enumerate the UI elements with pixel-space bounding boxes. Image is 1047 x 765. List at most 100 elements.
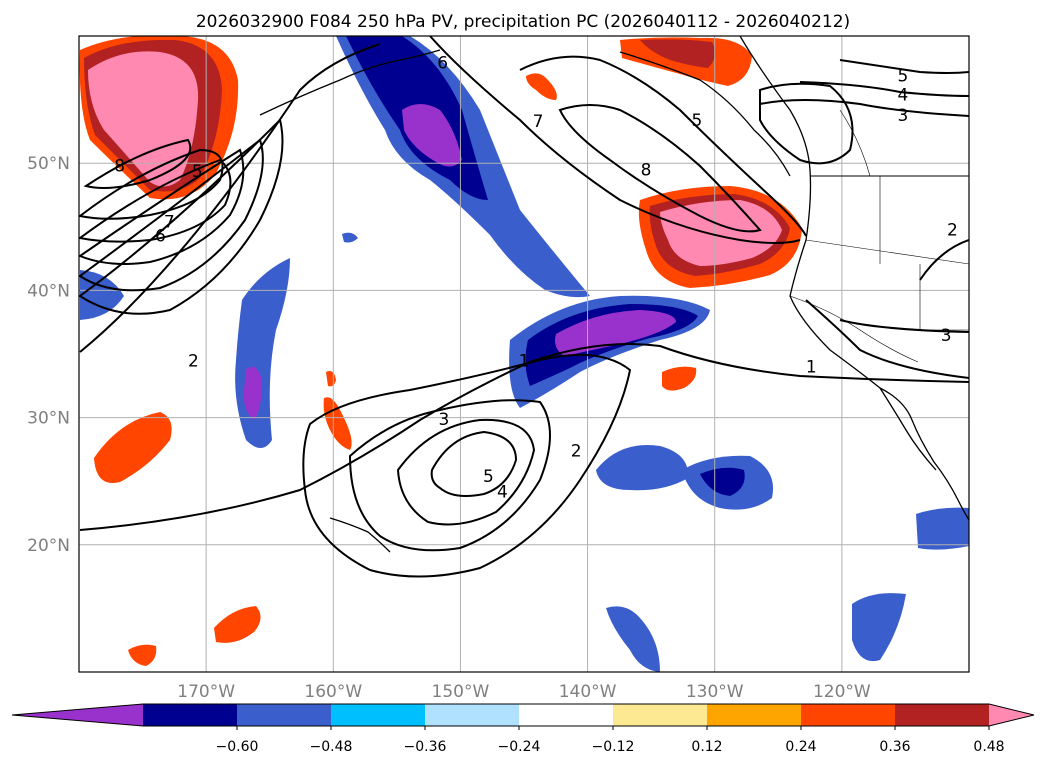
anomaly-west-band-core (243, 366, 262, 420)
anomaly-subtropic-3 (916, 507, 969, 550)
contour-label: 7 (533, 112, 544, 132)
anomaly-tiny (342, 232, 358, 243)
contour-label: 2 (947, 220, 958, 240)
contour-label: 1 (806, 358, 817, 378)
pv-contour-3-south (348, 399, 551, 552)
anomaly-west-band (235, 258, 290, 448)
contour-label: 5 (192, 162, 203, 182)
contour-label: 6 (437, 54, 448, 74)
gridlines (79, 36, 969, 672)
pv-contour-2-south (302, 353, 632, 578)
colorbar-tick-label: 0.48 (973, 739, 1004, 755)
anomaly-small-5 (662, 366, 697, 391)
colorbar-segment (519, 704, 614, 726)
anomaly-subtropic-1 (596, 445, 689, 491)
pv-contour-ne-loop (759, 82, 854, 165)
pv-contour-5-west (79, 148, 245, 265)
pv-contour-3-north (759, 99, 969, 117)
state-border-4 (919, 264, 969, 331)
colorbar-segment (801, 704, 896, 726)
pv-contour-8-west (83, 138, 192, 189)
colorbar: −0.60 −0.48 −0.36 −0.24 −0.12 0.12 0.24 0.36 0.4… (11, 703, 1035, 755)
state-border-1 (805, 239, 969, 265)
lat-tick-label: 40°N (27, 281, 70, 301)
lon-tick-label: 170°W (177, 682, 235, 702)
contour-label: 4 (897, 86, 908, 106)
map-frame (78, 35, 970, 673)
lon-tick-label: 120°W (813, 682, 871, 702)
pv-contour-5-south (430, 430, 518, 497)
pv-contour-4-north (799, 81, 969, 97)
colorbar-extend-max (989, 704, 1034, 726)
lon-tick-label: 130°W (686, 682, 744, 702)
contour-label: 7 (164, 213, 175, 233)
pv-contour-7-west (79, 148, 224, 220)
anomaly-subtropic-4 (852, 593, 906, 662)
hawaii-islands (329, 517, 391, 553)
contour-label: 3 (941, 326, 952, 346)
lon-tick-label: 140°W (559, 682, 617, 702)
pv-contour-1-east (805, 299, 969, 379)
anomaly-central-band-core (555, 310, 676, 356)
anomaly-subtropic-5 (606, 606, 660, 672)
contour-label: 6 (155, 227, 166, 247)
contour-label: 3 (897, 106, 908, 126)
contour-label: 2 (188, 351, 199, 371)
pv-contour-5-north (839, 59, 969, 74)
contour-label: 5 (483, 467, 494, 487)
contour-label: 4 (497, 482, 508, 502)
anomaly-small-1 (526, 73, 557, 100)
colorbar-segment (143, 704, 238, 726)
lat-tick-labels: 20°N 30°N 40°N 50°N (27, 154, 70, 556)
pv-contour-2-east (919, 239, 969, 281)
lon-tick-label: 150°W (432, 682, 490, 702)
colorbar-tick-label: 0.24 (785, 739, 816, 755)
pv-contour-6-center (429, 36, 801, 244)
colorbar-tick-label: 0.36 (879, 739, 910, 755)
anomaly-nw-pacific-core (88, 51, 199, 187)
anomaly-small-4 (326, 371, 336, 387)
pv-contour-2-west (79, 43, 381, 353)
contour-label: 5 (692, 111, 703, 131)
pv-contour-6-west (79, 158, 232, 243)
contour-label: 3 (438, 410, 449, 430)
colorbar-segment (613, 704, 708, 726)
colorbar-segment (237, 704, 332, 726)
anomaly-subtropic-2-dark (700, 467, 745, 496)
pv-contour-3-east (839, 319, 969, 333)
lon-tick-label: 160°W (304, 682, 362, 702)
anomaly-small-7 (128, 644, 157, 666)
colorbar-segment (425, 704, 520, 726)
map-title: 2026032900 F084 250 hPa PV, precipitatio… (196, 12, 850, 32)
colorbar-segment (331, 704, 426, 726)
colorbar-tick-label: −0.60 (216, 739, 259, 755)
colorbar-tick-label: −0.48 (310, 739, 353, 755)
anomaly-small-2 (94, 412, 172, 483)
anomaly-pnw-core (660, 200, 782, 266)
pv-contour-4-south (396, 418, 536, 526)
lat-tick-label: 20°N (27, 536, 70, 556)
pv-contours (79, 36, 969, 578)
pv-contour-8-center (558, 104, 762, 233)
precip-positive-anomalies (79, 36, 802, 666)
pv-contour-7-center (519, 55, 807, 237)
alaska-panhandle (619, 51, 791, 177)
contour-label: 1 (519, 351, 530, 371)
colorbar-tick-label: 0.12 (691, 739, 722, 755)
lon-tick-labels: 170°W 160°W 150°W 140°W 130°W 120°W (177, 682, 871, 702)
colorbar-tick-label: −0.36 (404, 739, 447, 755)
colorbar-tick-label: −0.12 (592, 739, 635, 755)
contour-label: 5 (897, 66, 908, 86)
contour-label: 8 (641, 161, 652, 181)
anomaly-small-6 (214, 606, 261, 643)
anomaly-alaska-mid (640, 39, 716, 68)
colorbar-segment (707, 704, 802, 726)
contour-label: 2 (571, 442, 582, 462)
lat-tick-label: 30°N (27, 409, 70, 429)
anomaly-gulf-band-core (402, 104, 462, 167)
north-america-coast (739, 36, 969, 521)
colorbar-tick-label: −0.24 (498, 739, 541, 755)
